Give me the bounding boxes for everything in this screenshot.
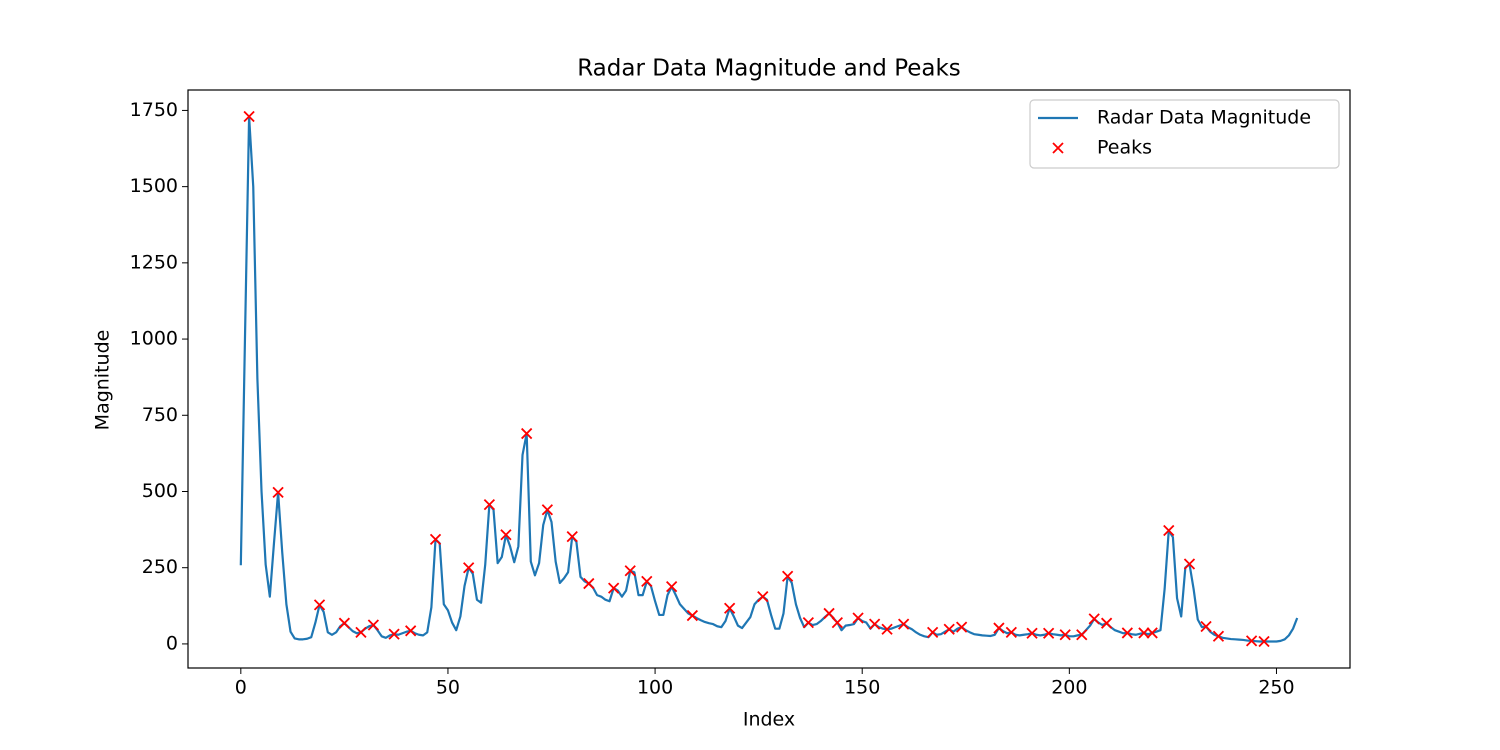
peak-marker — [993, 622, 1005, 634]
peak-marker — [1146, 627, 1158, 639]
y-tick-label: 500 — [142, 480, 178, 502]
y-tick-label: 250 — [142, 556, 178, 578]
y-tick-label: 1750 — [130, 99, 178, 121]
peak-marker — [608, 582, 620, 594]
peak-marker — [666, 580, 678, 593]
peak-marker — [388, 628, 400, 640]
peak-marker — [1138, 627, 1150, 639]
peak-marker — [897, 618, 910, 630]
peak-marker — [852, 612, 864, 624]
peak-marker — [955, 621, 968, 633]
peak-marker — [483, 498, 496, 511]
peak-marker — [272, 486, 284, 499]
peak-marker — [1100, 617, 1113, 629]
peak-marker — [355, 626, 367, 638]
peak-marker — [831, 616, 843, 629]
peak-marker — [926, 626, 939, 638]
data-line — [239, 115, 1299, 643]
peak-marker — [1183, 558, 1196, 570]
x-tick-label: 0 — [235, 677, 247, 699]
peak-marker — [1212, 630, 1225, 642]
peak-marker — [1042, 627, 1055, 639]
peak-marker — [943, 623, 955, 635]
peak-marker — [782, 570, 794, 582]
peak-marker — [500, 529, 512, 541]
legend-label: Radar Data Magnitude — [1097, 107, 1311, 129]
peak-marker — [624, 565, 636, 577]
peak-marker — [367, 619, 380, 631]
peak-marker — [405, 625, 417, 637]
peak-marker — [802, 616, 814, 629]
peak-marker — [881, 623, 893, 635]
peak-marker — [243, 110, 255, 123]
x-tick-label: 150 — [844, 677, 880, 699]
peak-marker — [1200, 620, 1212, 633]
legend-box — [1029, 99, 1340, 169]
x-tick-label: 50 — [436, 677, 460, 699]
peak-marker — [1059, 629, 1071, 641]
peak-marker — [823, 607, 835, 620]
peak-marker — [868, 618, 881, 630]
peak-marker — [1026, 627, 1038, 639]
chart-title: Radar Data Magnitude and Peaks — [577, 56, 961, 82]
peak-marker — [641, 575, 653, 588]
peak-marker — [1163, 524, 1175, 537]
peak-marker — [1258, 635, 1270, 648]
legend-swatch — [1052, 142, 1064, 154]
y-tick-label: 750 — [142, 404, 178, 426]
y-tick-label: 0 — [166, 632, 178, 654]
peak-marker — [724, 602, 736, 614]
peak-marker — [463, 562, 475, 574]
peak-marker — [1245, 635, 1258, 647]
peak-marker — [1076, 629, 1088, 641]
x-tick-label: 100 — [637, 677, 673, 699]
y-tick-label: 1250 — [130, 251, 178, 273]
y-axis-label: Magnitude — [92, 330, 114, 431]
peak-marker — [541, 504, 554, 516]
peak-marker — [583, 577, 595, 590]
peak-marker — [686, 609, 698, 622]
peak-marker — [1088, 613, 1100, 625]
peak-marker — [521, 427, 533, 440]
plot-frame — [187, 89, 1351, 669]
x-tick-label: 250 — [1258, 677, 1294, 699]
peak-marker — [566, 530, 578, 543]
peak-marker — [1121, 627, 1133, 639]
x-axis-label: Index — [743, 709, 795, 731]
peak-marker — [338, 617, 351, 629]
peak-marker — [313, 599, 326, 611]
peak-marker — [429, 533, 442, 545]
legend-label: Peaks — [1097, 137, 1152, 159]
y-tick-label: 1000 — [130, 328, 178, 350]
x-tick-label: 200 — [1051, 677, 1087, 699]
peak-marker — [757, 591, 769, 603]
y-tick-label: 1500 — [130, 175, 178, 197]
peak-marker — [1005, 626, 1017, 638]
